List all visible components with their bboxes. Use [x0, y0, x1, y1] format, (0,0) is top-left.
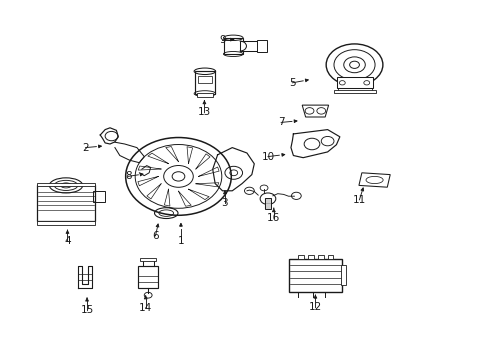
Text: 3: 3 [221, 198, 228, 208]
Text: 16: 16 [266, 213, 280, 223]
Text: 2: 2 [82, 143, 89, 153]
Bar [334, 90, 375, 93]
Circle shape [172, 172, 184, 181]
Bar [307, 255, 313, 259]
Text: 5: 5 [288, 78, 295, 88]
Bar [37, 185, 95, 221]
Text: 14: 14 [139, 303, 152, 313]
Bar [289, 259, 342, 292]
Text: 12: 12 [308, 302, 322, 312]
Bar [198, 76, 211, 83]
Text: 15: 15 [80, 305, 94, 315]
Bar [37, 221, 95, 225]
Circle shape [125, 138, 231, 215]
Text: 6: 6 [152, 231, 159, 241]
Circle shape [349, 61, 359, 68]
Bar [37, 183, 95, 186]
Text: 13: 13 [197, 107, 211, 117]
Text: 10: 10 [261, 152, 274, 162]
Text: 1: 1 [177, 236, 184, 246]
Text: 11: 11 [352, 195, 366, 205]
Text: 4: 4 [64, 236, 71, 246]
Bar [337, 77, 372, 88]
Circle shape [325, 44, 382, 86]
Bar [194, 71, 215, 94]
Bar [341, 265, 346, 285]
Bar [239, 41, 258, 51]
Text: 8: 8 [124, 171, 131, 181]
Bar [298, 255, 304, 259]
Bar [224, 38, 242, 54]
Bar [197, 93, 212, 97]
Text: 7: 7 [277, 117, 284, 127]
Bar [93, 191, 105, 202]
Bar [138, 266, 158, 288]
Bar [264, 198, 270, 209]
Bar [140, 258, 156, 261]
Bar [317, 255, 323, 259]
Bar [327, 255, 333, 259]
Bar [256, 40, 266, 52]
Text: 9: 9 [219, 35, 225, 45]
